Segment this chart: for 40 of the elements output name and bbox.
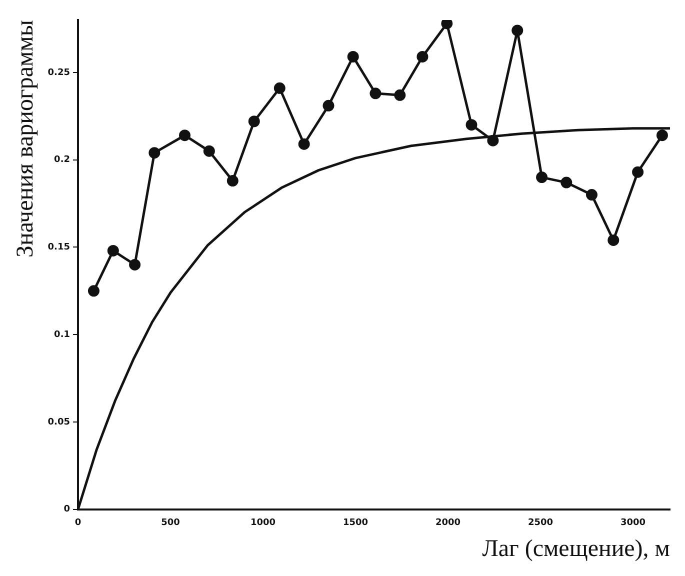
point (560, 176, 572, 188)
point (347, 50, 359, 62)
y-axis-title: Значения вариограммы (12, 20, 39, 258)
point (129, 258, 141, 270)
point (394, 89, 406, 101)
point (632, 166, 644, 178)
point (322, 100, 334, 112)
x-tick-label: 1000 (250, 518, 276, 528)
point (226, 175, 238, 187)
point (179, 130, 190, 142)
point (487, 134, 499, 146)
point (274, 82, 286, 94)
point (88, 285, 100, 297)
x-tick-label: 500 (161, 518, 180, 528)
x-tick-label: 2000 (435, 518, 461, 528)
point (608, 234, 620, 246)
x-tick-label: 3000 (620, 518, 646, 528)
y-tick-label: 0.05 (48, 417, 70, 428)
y-tick-label: 0.1 (54, 330, 70, 340)
x-tick-label: 2500 (528, 518, 554, 528)
point (370, 88, 382, 100)
point (536, 172, 548, 184)
x-axis-title: Лаг (смещение), м (482, 536, 670, 562)
y-tick-label: 0.25 (48, 68, 70, 78)
x-tick-label: 1500 (342, 518, 368, 528)
y-tick-label: 0.15 (48, 242, 70, 253)
point (466, 119, 478, 131)
point (656, 130, 668, 142)
point (248, 116, 260, 128)
point (298, 138, 310, 150)
y-tick-label: 0 (64, 504, 70, 515)
point (586, 189, 598, 201)
point (203, 145, 215, 157)
point (148, 147, 160, 159)
y-tick-label: 0.2 (54, 155, 70, 166)
x-tick-label: 0 (74, 518, 82, 528)
point (107, 244, 119, 256)
point (512, 24, 524, 36)
point (416, 50, 428, 62)
point (441, 20, 453, 30)
